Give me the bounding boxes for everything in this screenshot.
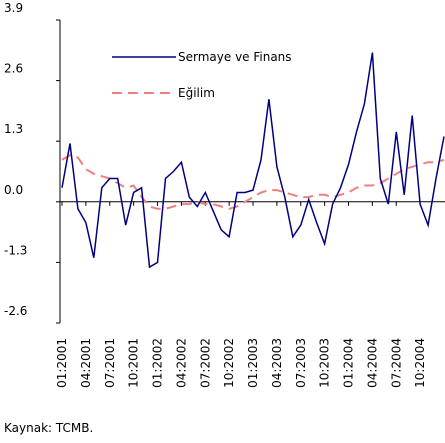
y-tick-label: 3.9 bbox=[4, 1, 23, 15]
x-tick-label: 01:2001 bbox=[55, 338, 69, 388]
x-tick-label: 10:2003 bbox=[318, 338, 332, 388]
x-tick-label: 01:2004 bbox=[342, 338, 356, 388]
x-tick-label: 10:2004 bbox=[413, 338, 427, 388]
x-tick-label: 07:2002 bbox=[198, 338, 212, 388]
y-tick-label: 1.3 bbox=[4, 122, 23, 136]
y-tick-label: 0.0 bbox=[4, 183, 23, 197]
x-tick-label: 04:2004 bbox=[365, 338, 379, 388]
legend-label: Sermaye ve Finans bbox=[178, 50, 292, 64]
x-tick-label: 04:2002 bbox=[174, 338, 188, 388]
y-tick-label: 2.6 bbox=[4, 62, 23, 76]
x-tick-label: 01:2002 bbox=[151, 338, 165, 388]
x-tick-label: 10:2001 bbox=[127, 338, 141, 388]
x-tick-label: 10:2002 bbox=[222, 338, 236, 388]
x-tick-label: 04:2001 bbox=[79, 338, 93, 388]
series-line bbox=[61, 52, 445, 269]
y-tick-label: -2.6 bbox=[4, 304, 27, 318]
x-tick-label: 07:2001 bbox=[103, 338, 117, 388]
y-tick-label: -1.3 bbox=[4, 243, 27, 257]
legend-label: Eğilim bbox=[178, 86, 215, 100]
x-tick-label: 07:2004 bbox=[389, 338, 403, 388]
x-tick-label: 01:2003 bbox=[246, 338, 260, 388]
series-line bbox=[61, 154, 445, 210]
x-tick-label: 07:2003 bbox=[294, 338, 308, 388]
source: Kaynak: TCMB. bbox=[4, 421, 93, 435]
x-tick-label: 04:2003 bbox=[270, 338, 284, 388]
